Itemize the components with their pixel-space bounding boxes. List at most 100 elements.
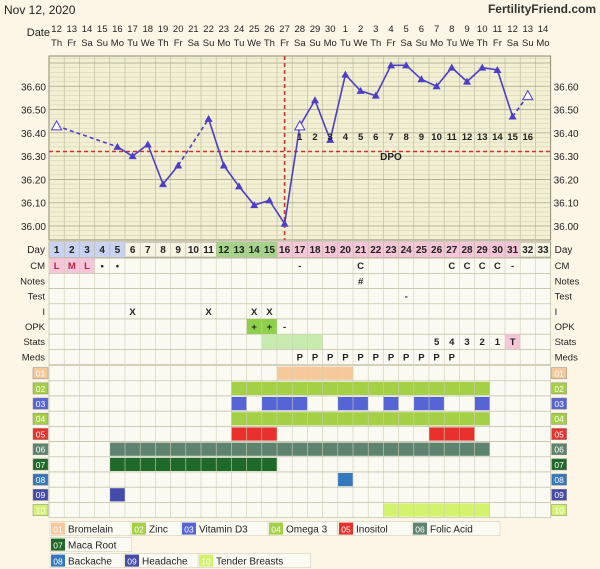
day-cell-fill	[444, 242, 460, 258]
info-cell-fill	[292, 334, 308, 350]
row-label-right: Notes	[555, 276, 580, 287]
day-cell-fill	[353, 242, 369, 258]
top-date-label: 1	[343, 24, 348, 35]
legend-swatch	[132, 522, 146, 535]
legend-code: 10	[201, 557, 211, 567]
symptom-bar	[429, 427, 475, 441]
y-tick-right: 36.20	[554, 175, 579, 186]
symptom-code-badge-left	[32, 367, 49, 380]
day-number: 12	[218, 245, 230, 256]
legend-label: Headache	[142, 557, 188, 568]
y-tick-right: 36.60	[554, 82, 579, 93]
symptom-code-badge-left	[32, 428, 49, 440]
info-cell-text: P	[342, 352, 349, 363]
dpo-number: 8	[404, 132, 409, 143]
top-weekday-label: Sa	[81, 38, 93, 49]
y-tick-left: 36.30	[21, 152, 46, 163]
row-label-right: I	[555, 307, 558, 318]
top-weekday-label: Fr	[387, 38, 396, 49]
day-cell-fill	[459, 242, 475, 258]
day-cell-fill	[246, 242, 262, 258]
temp-point	[341, 70, 350, 78]
legend-label: Zinc	[149, 525, 168, 536]
top-weekday-label: Tu	[446, 38, 457, 49]
info-cell-fill	[261, 334, 277, 350]
legend-code: 07	[53, 541, 63, 551]
day-cell-fill	[277, 242, 293, 258]
info-cell-text: -	[405, 292, 408, 303]
info-row-bg	[48, 318, 551, 335]
day-cell-fill	[292, 242, 308, 258]
info-cell-text: -	[511, 261, 514, 272]
y-tick-right: 36.40	[554, 129, 579, 140]
temp-point	[113, 142, 122, 150]
day-cell-fill	[307, 242, 323, 258]
day-number: 26	[431, 245, 443, 256]
legend-label: Vitamin D3	[199, 525, 248, 536]
row-label-left: Notes	[20, 276, 45, 287]
info-cell-text: C	[448, 261, 455, 272]
symptom-bar	[109, 442, 490, 456]
legend-code: 06	[415, 525, 425, 535]
dpo-number: 1	[297, 132, 303, 143]
top-date-label: 7	[434, 24, 439, 35]
day-number: 1	[54, 245, 60, 256]
symptom-code-badge-right	[551, 488, 567, 501]
y-tick-left: 36.60	[21, 82, 46, 93]
temp-grid-bg	[48, 55, 552, 241]
top-weekday-label: Fr	[493, 38, 502, 49]
legend-swatch	[51, 522, 65, 535]
temp-line-segment	[283, 125, 301, 224]
legend-code: 01	[53, 525, 63, 535]
dpo-number: 14	[492, 132, 503, 143]
y-tick-left: 36.20	[21, 175, 46, 186]
legend-label: Backache	[68, 557, 112, 568]
top-date-label: 21	[188, 24, 199, 35]
legend-swatch	[339, 522, 353, 535]
day-number: 22	[370, 245, 382, 256]
temp-point-open	[293, 119, 306, 131]
symptom-code-badge-left	[32, 382, 49, 395]
info-cell-text: X	[205, 307, 212, 318]
day-number: 17	[294, 245, 306, 256]
y-tick-left: 36.10	[21, 199, 46, 210]
day-cell-fill	[49, 242, 65, 258]
symptom-code-left: 09	[36, 490, 46, 500]
symptom-bar	[231, 381, 490, 395]
temp-line-segment	[329, 74, 347, 141]
day-cell-fill	[398, 242, 414, 258]
dpo-number: 3	[328, 132, 333, 143]
top-date-label: 14	[538, 24, 549, 35]
row-label-left: Test	[28, 292, 46, 303]
symptom-code-right: 07	[554, 460, 564, 470]
symptom-code-badge-left	[32, 412, 49, 425]
top-weekday-label: Mo	[536, 38, 549, 49]
top-weekday-label: Mo	[324, 38, 337, 49]
day-number: 29	[477, 245, 489, 256]
temp-point	[143, 140, 152, 148]
dpo-label: DPO	[380, 152, 402, 163]
symptom-code-badge-left	[32, 397, 49, 410]
temp-point	[280, 219, 289, 227]
info-row-bg	[48, 273, 551, 289]
temp-point	[417, 75, 426, 83]
info-cell-fill	[246, 319, 262, 335]
day-cell-fill	[337, 242, 353, 258]
symptom-code-badge-right	[551, 458, 567, 471]
header-date: Nov 12, 2020	[4, 3, 76, 17]
temp-point	[447, 63, 456, 71]
top-weekday-label: Fr	[174, 38, 183, 49]
dpo-number: 15	[507, 132, 518, 143]
top-weekday-label: We	[354, 38, 368, 49]
symptom-code-left: 05	[36, 429, 46, 439]
legend-item	[197, 553, 312, 568]
day-cell-fill	[368, 242, 384, 258]
temp-point	[174, 161, 183, 169]
y-tick-left: 36.40	[21, 129, 46, 140]
day-number: 19	[325, 245, 337, 256]
top-date-label: 26	[264, 24, 275, 35]
day-number: 5	[115, 245, 121, 256]
top-date-label: 3	[373, 24, 378, 35]
info-cell-text: C	[479, 261, 486, 272]
day-number: 13	[233, 245, 245, 256]
